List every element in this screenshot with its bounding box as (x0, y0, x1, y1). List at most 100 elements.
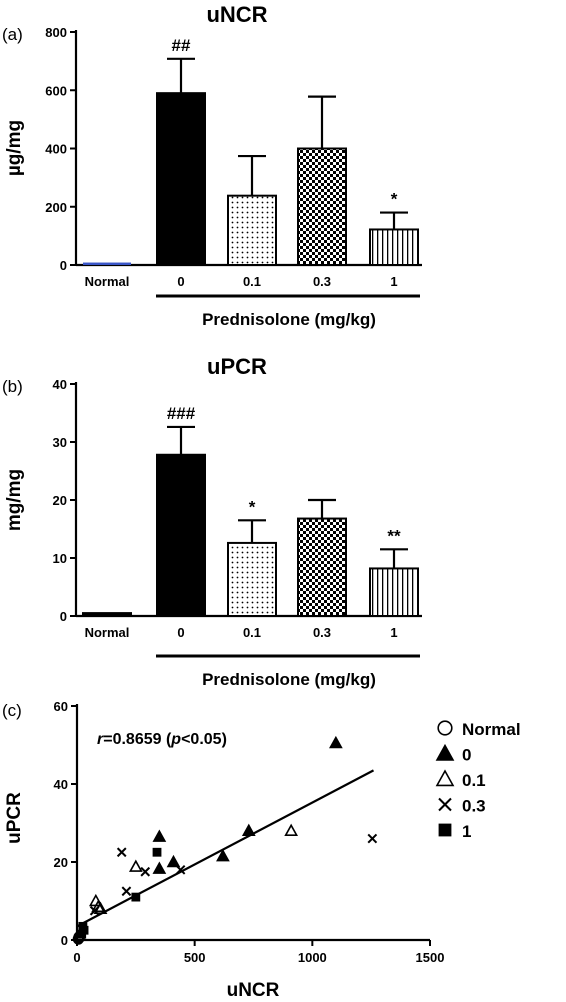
y-tick-label: 40 (53, 377, 67, 392)
y-tick-label: 20 (54, 855, 68, 870)
y-tick-label: 600 (45, 83, 67, 98)
panel-label-b: (b) (2, 377, 23, 396)
group-label-a: Prednisolone (mg/kg) (202, 310, 376, 329)
chart-title-upcr: uPCR (207, 354, 267, 379)
legend-label: Normal (462, 720, 521, 739)
y-tick-label: 0 (60, 609, 67, 624)
bar-0 (156, 92, 206, 266)
y-tick-label: 20 (53, 493, 67, 508)
x-tick-label: 1000 (298, 950, 327, 965)
data-point (367, 833, 378, 844)
significance-marker: ** (387, 526, 401, 545)
legend-label: 1 (462, 822, 471, 841)
x-categories-b: Normal 0 0.1 0.3 1 (85, 625, 398, 640)
y-tick-label: 10 (53, 551, 67, 566)
x-category-label: 0.1 (243, 274, 261, 289)
group-label-b: Prednisolone (mg/kg) (202, 670, 376, 689)
data-point (121, 886, 132, 897)
significance-marker: * (249, 497, 256, 516)
data-point (284, 823, 299, 837)
significance-marker: ### (167, 404, 196, 423)
x-category-label: 0.3 (313, 625, 331, 640)
data-point (216, 849, 230, 862)
legend-c: Normal 0 0.1 0.3 1 (435, 720, 521, 841)
data-point (78, 921, 88, 931)
bar-Normal (82, 612, 132, 617)
bar-1 (369, 567, 419, 618)
significance-marker: ## (172, 36, 191, 55)
y-axis-label-b: mg/mg (4, 469, 25, 531)
x-category-label: 0 (177, 274, 184, 289)
y-tick-label: 30 (53, 435, 67, 450)
x-axis-label-c: uNCR (227, 980, 280, 1001)
panel-label-a: (a) (2, 25, 23, 44)
x-category-label: Normal (85, 274, 130, 289)
panel-c-scatter-plot: (c) uPCR uNCR r=0.8659 (p<0.05) 02040600… (2, 699, 521, 1001)
scatter-points (72, 735, 378, 945)
y-tick-label: 60 (54, 699, 68, 714)
data-point (329, 735, 343, 749)
bar-1 (369, 228, 419, 266)
x-category-label: 1 (390, 625, 397, 640)
legend-marker (438, 823, 452, 837)
data-point (152, 847, 162, 857)
significance-marker: * (391, 190, 398, 209)
y-tick-label: 800 (45, 25, 67, 40)
corr-r-symbol: r (97, 731, 104, 748)
regression-line (76, 769, 375, 928)
y-tick-label: 0 (61, 933, 68, 948)
data-point (128, 859, 143, 872)
corr-p-symbol: p (170, 731, 181, 748)
legend-marker (435, 769, 455, 787)
data-point (166, 854, 181, 868)
x-tick-label: 1500 (416, 950, 445, 965)
data-point (89, 905, 100, 916)
y-axis-label-c: uPCR (4, 792, 25, 844)
x-tick-label: 500 (184, 950, 206, 965)
legend-label: 0.3 (462, 797, 486, 816)
x-category-label: 0.1 (243, 625, 261, 640)
data-point (241, 823, 256, 837)
x-category-label: 1 (390, 274, 397, 289)
bar-0.3 (297, 147, 347, 266)
regression-line-path (76, 769, 375, 928)
x-categories-a: Normal 0 0.1 0.3 1 (85, 274, 398, 289)
bar-0.1 (227, 194, 277, 266)
x-tick-label: 0 (73, 950, 80, 965)
correlation-annotation: r=0.8659 (p<0.05) (97, 731, 227, 748)
legend-marker (435, 743, 455, 761)
legend-label: 0 (462, 746, 471, 765)
bar-0 (156, 453, 206, 618)
data-point (175, 864, 186, 875)
panel-label-c: (c) (2, 701, 22, 720)
legend-marker (438, 797, 452, 812)
data-point (140, 866, 151, 877)
y-tick-label: 400 (45, 142, 67, 157)
y-ticks-a: 0 200 400 600 800 (45, 25, 422, 273)
x-category-label: 0.3 (313, 274, 331, 289)
bar-Normal (83, 262, 131, 265)
corr-p-value: <0.05) (181, 731, 227, 748)
chart-title-uncr: uNCR (206, 2, 267, 27)
legend-marker (437, 720, 453, 736)
data-point (152, 861, 167, 874)
bar-0.1 (227, 541, 277, 617)
axes-c: 0 20 40 60 0 500 1000 1500 (54, 699, 445, 965)
legend-label: 0.1 (462, 771, 486, 790)
y-axis-label-a: µg/mg (4, 120, 25, 176)
y-tick-label: 0 (60, 258, 67, 273)
x-category-label: 0 (177, 625, 184, 640)
bars-b: ###*** (82, 404, 419, 618)
data-point (131, 892, 141, 902)
x-category-label: Normal (85, 625, 130, 640)
y-tick-label: 40 (54, 777, 68, 792)
bars-a: ## * (83, 36, 419, 266)
data-point (91, 899, 106, 913)
data-point (152, 829, 167, 842)
data-point (77, 929, 87, 939)
corr-r-value: =0.8659 ( (103, 731, 172, 748)
y-tick-label: 200 (45, 200, 67, 215)
